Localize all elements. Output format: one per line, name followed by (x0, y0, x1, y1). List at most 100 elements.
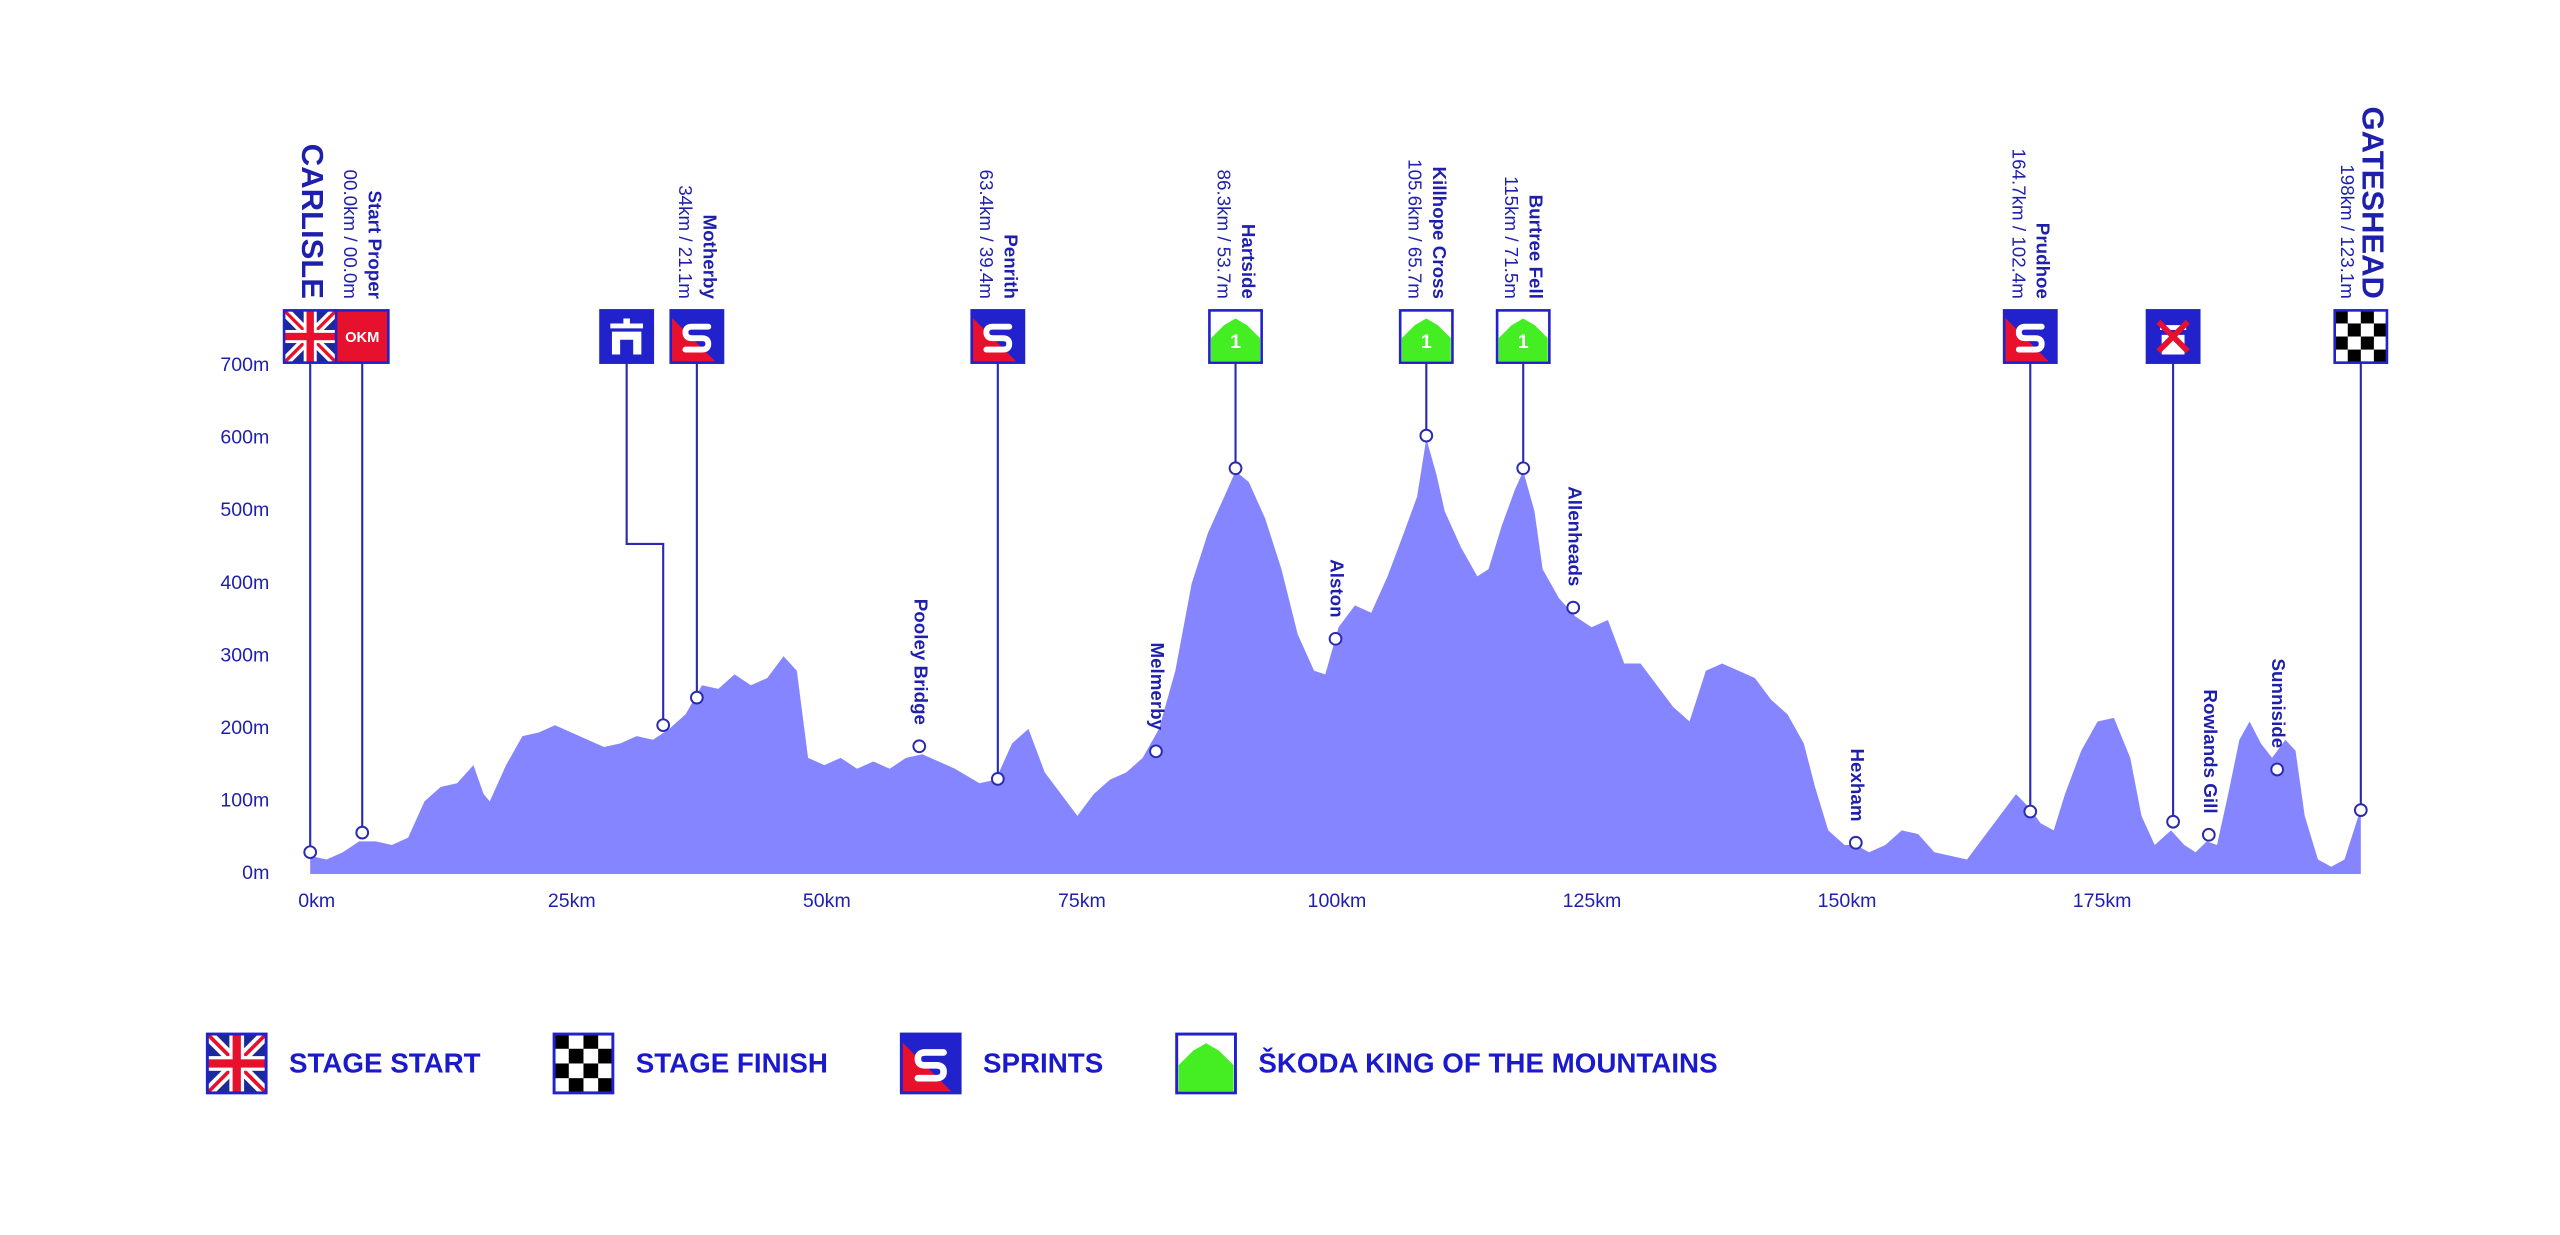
y-tick-label: 400m (220, 572, 269, 594)
poi-name: Hartside (1238, 224, 1259, 299)
leader-line (625, 362, 665, 726)
poi-name: Alston (1327, 559, 1348, 617)
y-tick-label: 100m (220, 790, 269, 812)
icon-part (554, 1063, 569, 1079)
poi-distance: 198km / 123.1m (2337, 164, 2358, 299)
icon-part (682, 323, 712, 353)
icon-feed (599, 309, 655, 364)
poi-distance: 105.6km / 65.7m (1404, 159, 1425, 299)
poi-name: Killhope Cross (1429, 166, 1450, 298)
poi-name: Penrith (1000, 234, 1021, 299)
icon-part (2347, 349, 2361, 363)
icon-part (2360, 336, 2374, 350)
icon-start (280, 306, 340, 367)
poi-distance: 164.7km / 102.4m (2008, 149, 2029, 299)
icon-part (2002, 309, 2058, 364)
poi-name: Pooley Bridge (910, 599, 931, 725)
poi-point (1516, 461, 1531, 476)
icon-part (1398, 309, 1454, 364)
icon-badge: OKM (334, 309, 390, 364)
city-name: GATESHEAD (2355, 106, 2390, 298)
icon-part (2360, 310, 2374, 324)
icon-part (1211, 318, 1261, 362)
icon-part (669, 309, 725, 364)
poi-name: Melmerby (1147, 642, 1168, 730)
icon-part (598, 1048, 613, 1064)
icon-neutral (2145, 309, 2201, 364)
poi-name: Hexham (1847, 748, 1868, 821)
x-tick-label: 150km (1818, 890, 1877, 912)
poi-point (303, 845, 318, 860)
legend-label: STAGE FINISH (636, 1047, 828, 1078)
icon-category: 1 (1518, 331, 1529, 353)
legend-label: ŠKODA KING OF THE MOUNTAINS (1258, 1047, 1717, 1078)
icon-part (2347, 323, 2361, 337)
icon-part (2156, 319, 2190, 354)
icon-part (899, 1032, 962, 1095)
icon-start (203, 1030, 271, 1097)
y-tick-label: 500m (220, 499, 269, 521)
icon-category: 1 (1421, 331, 1432, 353)
poi-point (2023, 804, 2038, 819)
icon-part (205, 1032, 268, 1095)
icon-part (568, 1048, 584, 1064)
icon-part (207, 1059, 267, 1068)
icon-category: 1 (1230, 331, 1241, 353)
icon-part (2373, 349, 2387, 363)
poi-name: Sunniside (2268, 659, 2289, 749)
legend-label: SPRINTS (983, 1047, 1103, 1078)
icon-sprint (669, 309, 725, 364)
poi-point (1149, 744, 1163, 759)
poi-name: Motherby (699, 214, 720, 299)
poi-distance: 34km / 21.1m (675, 185, 696, 299)
poi-point (1566, 600, 1581, 615)
icon-kom: 1 (1495, 309, 1551, 364)
poi-point (690, 690, 704, 705)
x-tick-label: 175km (2073, 890, 2132, 912)
icon-finish (552, 1032, 615, 1095)
icon-part (914, 1049, 947, 1082)
elevation-area (310, 438, 2361, 874)
x-tick-label: 100km (1308, 890, 1367, 912)
poi-name: Burtree Fell (1526, 195, 1547, 299)
icon-part (1401, 318, 1451, 362)
poi-point (2201, 827, 2216, 842)
x-tick-label: 75km (1058, 890, 1106, 912)
poi-point (1419, 428, 1434, 443)
icon-part (568, 1078, 584, 1093)
icon-part (2015, 323, 2045, 353)
poi-point (1328, 631, 1343, 646)
poi-name: Rowlands Gill (2200, 689, 2221, 813)
icon-part (554, 1034, 569, 1049)
poi-distance: 86.3km / 53.7m (1214, 170, 1235, 299)
y-tick-label: 300m (220, 644, 269, 666)
poi-name: Start Proper (365, 190, 386, 299)
icon-sprint (899, 1032, 962, 1095)
poi-point (656, 718, 671, 733)
icon-part (2334, 310, 2348, 324)
icon-part (610, 318, 643, 355)
poi-point (1848, 835, 1863, 850)
icon-part (552, 1032, 615, 1095)
poi-point (355, 825, 370, 840)
icon-finish (2333, 309, 2389, 364)
x-tick-label: 25km (548, 890, 596, 912)
icon-part (583, 1034, 599, 1049)
icon-part (1495, 309, 1551, 364)
icon-part (2333, 309, 2389, 364)
icon-part (970, 309, 1026, 364)
poi-name: Prudhoe (2033, 223, 2054, 299)
city-name: CARLISLE (295, 144, 330, 299)
y-tick-label: 700m (220, 354, 269, 376)
x-tick-label: 125km (1563, 890, 1622, 912)
poi-point (2166, 814, 2180, 829)
icon-part (1208, 309, 1263, 364)
icon-kom: 1 (1208, 309, 1263, 364)
poi-point (990, 772, 1005, 786)
icon-part (2373, 323, 2387, 337)
icon-part (1498, 318, 1548, 362)
icon-part (2145, 309, 2201, 364)
y-tick-label: 600m (220, 427, 269, 449)
icon-sprint (2002, 309, 2058, 364)
